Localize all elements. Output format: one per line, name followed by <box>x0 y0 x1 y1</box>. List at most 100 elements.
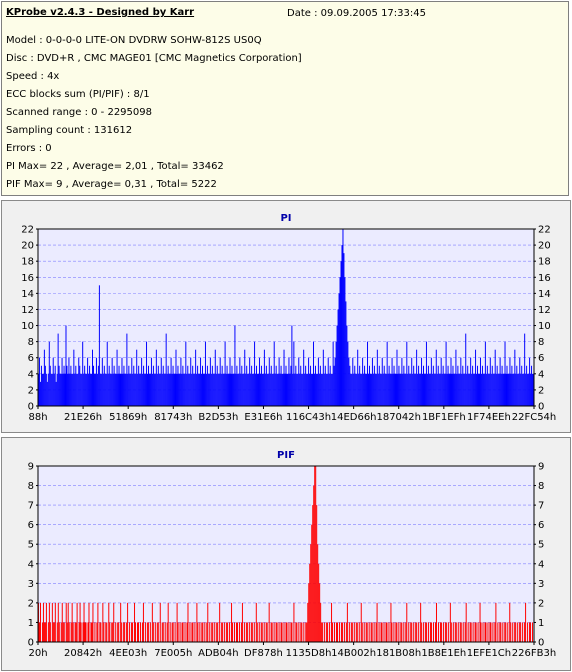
pif-bar <box>137 622 139 642</box>
pi-bar <box>352 357 354 406</box>
pi-bar <box>331 373 333 406</box>
info-sampling-count: Sampling count : 131612 <box>6 125 133 136</box>
pi-bar <box>390 373 392 406</box>
pif-bar <box>189 622 191 642</box>
pif-bar <box>510 622 512 642</box>
pif-bar <box>449 602 451 642</box>
pi-bar <box>257 373 259 406</box>
pi-bar <box>98 285 100 406</box>
pi-bar <box>465 333 467 406</box>
pif-bar <box>61 602 63 642</box>
pif-bar <box>53 622 55 642</box>
pif-bar <box>400 622 402 642</box>
pi-bar <box>94 373 96 406</box>
pif-bar <box>70 622 72 642</box>
pi-bar <box>279 373 281 406</box>
pif-y-tick-left: 8 <box>28 481 34 492</box>
pi-bar <box>473 373 475 406</box>
pif-bar <box>525 602 527 642</box>
pif-bar <box>134 602 136 642</box>
pif-plot-area <box>38 466 534 642</box>
pif-bar <box>45 602 47 642</box>
pi-bar <box>59 373 61 406</box>
pif-bar <box>286 622 288 642</box>
pif-x-tick-label: 14B002h <box>331 648 376 659</box>
pif-bar <box>529 622 531 642</box>
pi-bar <box>441 373 443 406</box>
pi-bar <box>38 357 40 406</box>
pi-bar <box>211 365 213 406</box>
pif-bar <box>43 622 45 642</box>
pif-bar <box>212 622 214 642</box>
pi-bar <box>103 365 105 406</box>
pi-bar <box>93 373 95 406</box>
pif-bar <box>341 622 343 642</box>
pi-bar <box>342 229 344 406</box>
pi-bar <box>314 365 316 406</box>
pif-bar <box>317 544 319 642</box>
pif-bar <box>524 622 526 642</box>
pif-bar <box>331 602 333 642</box>
pif-bar <box>437 622 439 642</box>
pif-bar <box>234 622 236 642</box>
pif-bar <box>474 622 476 642</box>
pi-y-tick-left: 0 <box>28 402 34 413</box>
pi-bar <box>397 373 399 406</box>
pif-bar <box>196 602 198 642</box>
pi-bar <box>437 365 439 406</box>
pi-bar <box>272 373 274 406</box>
pif-bar <box>517 622 519 642</box>
pif-bar <box>336 622 338 642</box>
pif-bar <box>416 622 418 642</box>
pif-bar <box>452 622 454 642</box>
pif-bar <box>100 622 102 642</box>
pi-bar <box>258 373 259 406</box>
pi-bar <box>234 325 236 406</box>
pi-bar <box>416 349 418 406</box>
pif-bar <box>268 602 270 642</box>
pif-bar <box>396 622 398 642</box>
pif-bar <box>278 622 280 642</box>
pi-bar <box>208 373 210 406</box>
pi-bar <box>308 357 310 406</box>
pi-bar <box>166 373 168 406</box>
pi-bar <box>295 365 297 406</box>
pif-bar <box>191 622 193 642</box>
pi-bar <box>436 373 438 406</box>
info-pif-stats: PIF Max= 9 , Average= 0,31 , Total= 5222 <box>6 179 217 190</box>
pi-bar <box>66 365 68 406</box>
pif-bar <box>207 602 209 642</box>
pif-bar <box>121 622 123 642</box>
pif-bar <box>368 622 370 642</box>
pif-bar <box>440 622 442 642</box>
pif-bar <box>124 622 126 642</box>
info-scanned-range: Scanned range : 0 - 2295098 <box>6 107 152 118</box>
pif-bar <box>332 622 334 642</box>
pi-bar <box>323 373 325 406</box>
pif-bar <box>386 622 388 642</box>
pi-bar <box>512 373 514 406</box>
pif-bar <box>343 622 345 642</box>
pi-bar <box>42 373 44 406</box>
pif-bar <box>251 622 253 642</box>
pi-bar <box>170 357 172 406</box>
pif-bar <box>505 622 507 642</box>
pi-bar <box>307 373 309 406</box>
pi-bar <box>360 373 362 406</box>
pif-bar <box>462 622 464 642</box>
pi-bar <box>128 365 130 406</box>
pif-bar <box>482 622 484 642</box>
pi-bar <box>276 373 278 406</box>
pi-bar <box>328 373 330 406</box>
pi-bar <box>186 373 188 406</box>
pif-bar <box>479 602 481 642</box>
pif-chart-title: PIF <box>277 450 295 461</box>
pi-bar <box>303 349 305 406</box>
pif-bar <box>310 544 312 642</box>
pif-bar <box>327 622 329 642</box>
pif-bar <box>469 622 471 642</box>
pi-y-tick-left: 8 <box>28 337 34 348</box>
pi-bar <box>327 357 329 406</box>
pi-bar <box>124 373 126 406</box>
pi-bar <box>313 373 315 406</box>
